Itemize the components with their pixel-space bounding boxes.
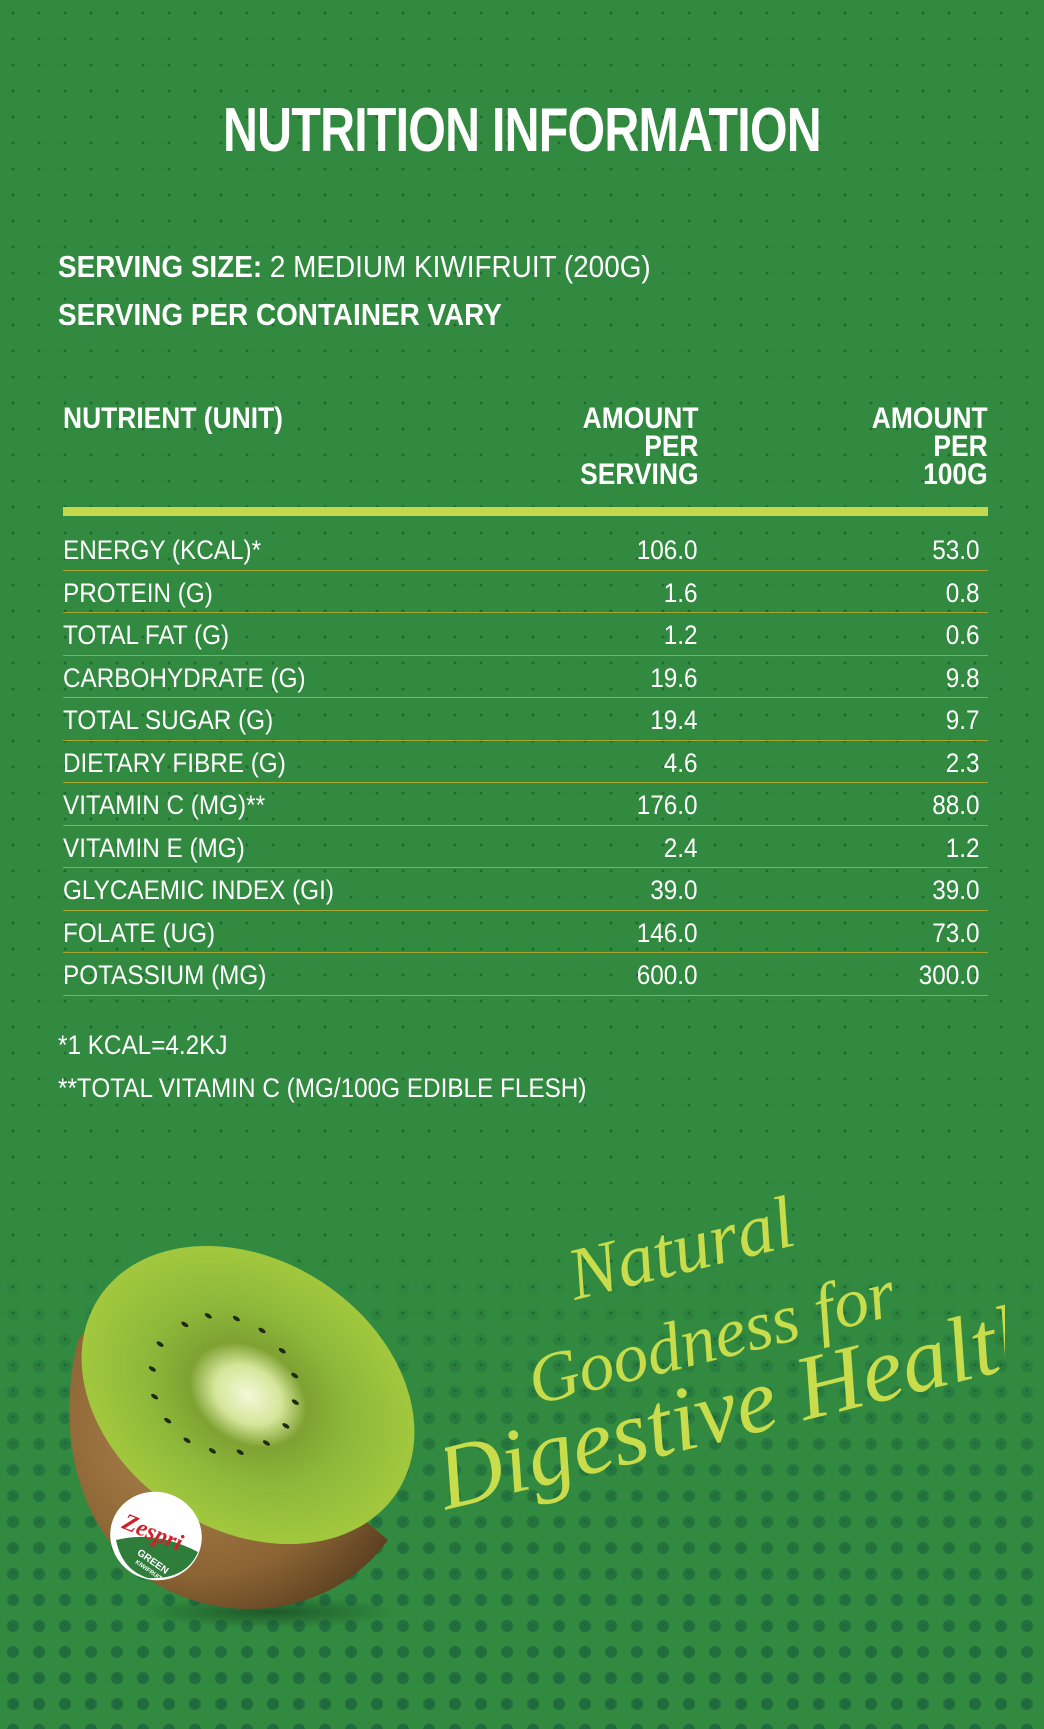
table-row: TOTAL FAT (G) 1.2 0.6: [63, 613, 988, 656]
amount-per-serving: 2.4: [664, 832, 698, 863]
kiwi-flesh: [81, 1245, 415, 1545]
nutrient-name: DIETARY FIBRE (G): [63, 747, 286, 778]
nutrient-name: TOTAL SUGAR (G): [63, 705, 274, 735]
table-row: GLYCAEMIC INDEX (GI) 39.0 39.0: [63, 868, 988, 911]
amount-per-serving: 146.0: [637, 917, 698, 948]
amount-per-100g: 9.7: [946, 705, 980, 735]
amount-per-serving: 39.0: [650, 875, 698, 905]
nutrient-name: GLYCAEMIC INDEX (GI): [63, 875, 334, 905]
table-row: VITAMIN E (MG) 2.4 1.2: [63, 826, 988, 868]
amount-per-serving: 176.0: [637, 790, 698, 820]
serving-size-label: SERVING SIZE:: [58, 249, 263, 284]
table-row: PROTEIN (G) 1.6 0.8: [63, 571, 988, 613]
nutrient-name: CARBOHYDRATE (G): [63, 662, 306, 693]
nutrient-name: POTASSIUM (MG): [63, 960, 267, 990]
zespri-logo-sticker: Zespri GREEN KIWIFRUIT: [110, 1491, 202, 1582]
nutrient-name: PROTEIN (G): [63, 577, 213, 608]
header-divider: [63, 507, 988, 516]
page-title: NUTRITION INFORMATION: [223, 96, 822, 165]
servings-per-container: SERVING PER CONTAINER VARY: [58, 297, 502, 332]
table-row: ENERGY (KCAL)* 106.0 53.0: [63, 528, 988, 571]
table-row: TOTAL SUGAR (G) 19.4 9.7: [63, 698, 988, 741]
amount-per-serving: 19.6: [650, 662, 698, 693]
amount-per-100g: 88.0: [932, 790, 980, 820]
amount-per-serving: 600.0: [637, 960, 698, 990]
footnote-energy: *1 KCAL=4.2KJ: [58, 1030, 228, 1060]
table-row: FOLATE (UG) 146.0 73.0: [63, 911, 988, 953]
nutrition-table: NUTRIENT (UNIT) AMOUNT PER SERVING AMOUN…: [63, 400, 988, 996]
tagline-natural-goodness: Natural Goodness for Digestive Health: [445, 1190, 1005, 1530]
amount-per-100g: 300.0: [919, 960, 980, 990]
nutrient-name: FOLATE (UG): [63, 917, 216, 948]
amount-per-serving: 19.4: [650, 705, 698, 735]
amount-per-serving: 4.6: [664, 747, 698, 778]
amount-per-100g: 73.0: [932, 917, 980, 948]
amount-per-serving: 106.0: [637, 535, 698, 565]
amount-per-100g: 53.0: [932, 535, 980, 565]
amount-per-serving: 1.2: [664, 620, 698, 650]
serving-size: SERVING SIZE: 2 MEDIUM KIWIFRUIT (200G): [58, 249, 651, 285]
nutrient-name: ENERGY (KCAL)*: [63, 535, 262, 565]
table-header: NUTRIENT (UNIT) AMOUNT PER SERVING AMOUN…: [63, 400, 988, 495]
amount-per-100g: 0.8: [946, 577, 980, 608]
table-row: DIETARY FIBRE (G) 4.6 2.3: [63, 741, 988, 783]
amount-per-100g: 1.2: [946, 832, 980, 863]
column-header-per-100g: AMOUNT PER 100G: [872, 402, 988, 491]
nutrient-name: VITAMIN C (MG)**: [63, 790, 266, 820]
table-row: VITAMIN C (MG)** 176.0 88.0: [63, 783, 988, 826]
amount-per-100g: 0.6: [946, 620, 980, 650]
amount-per-serving: 1.6: [664, 577, 698, 608]
serving-size-value: 2 MEDIUM KIWIFRUIT (200G): [262, 249, 651, 284]
table-row: POTASSIUM (MG) 600.0 300.0: [63, 953, 988, 996]
column-header-nutrient: NUTRIENT (UNIT): [63, 402, 283, 435]
table-row: CARBOHYDRATE (G) 19.6 9.8: [63, 656, 988, 698]
column-header-per-serving: AMOUNT PER SERVING: [579, 402, 698, 491]
footnote-vitamin-c: **TOTAL VITAMIN C (MG/100G EDIBLE FLESH): [58, 1073, 587, 1103]
kiwifruit-image: Zespri GREEN KIWIFRUIT: [69, 1245, 415, 1628]
nutrient-name: TOTAL FAT (G): [63, 620, 230, 650]
amount-per-100g: 9.8: [946, 662, 980, 693]
nutrient-name: VITAMIN E (MG): [63, 832, 245, 863]
amount-per-100g: 2.3: [946, 747, 980, 778]
amount-per-100g: 39.0: [932, 875, 980, 905]
